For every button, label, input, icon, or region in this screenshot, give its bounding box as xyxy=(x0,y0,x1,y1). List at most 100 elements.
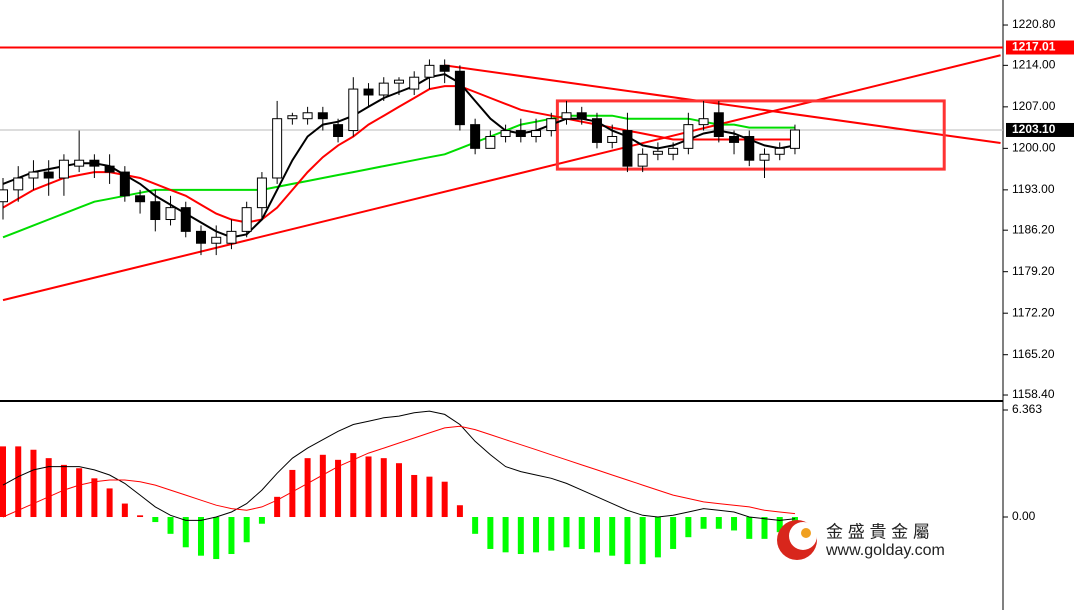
watermark-name: 金 盛 貴 金 屬 xyxy=(826,522,930,541)
y-tick-label: 6.363 xyxy=(1012,402,1042,416)
histogram-bar xyxy=(274,496,281,518)
candle-body xyxy=(713,112,724,137)
candle-body xyxy=(531,130,542,137)
histogram-bar xyxy=(228,517,235,555)
candle-body xyxy=(256,177,267,209)
candle-body xyxy=(378,82,389,96)
candle-body xyxy=(0,189,8,203)
y-tick-label: 1200.00 xyxy=(1012,141,1056,155)
y-tick-label: 1193.00 xyxy=(1012,182,1055,196)
macd-line xyxy=(2,410,796,521)
highlight-box xyxy=(555,99,946,171)
histogram-bar xyxy=(624,517,631,565)
candle-body xyxy=(317,112,328,120)
histogram-bar xyxy=(426,476,433,518)
candle-body xyxy=(652,150,663,155)
candle-body xyxy=(74,159,85,167)
price-marker-label: 1217.01 xyxy=(1012,40,1056,54)
candle-body xyxy=(28,171,39,179)
y-tick-label: 1207.00 xyxy=(1012,99,1056,113)
histogram-bar xyxy=(365,456,372,518)
histogram-bar xyxy=(715,517,722,529)
histogram-bar xyxy=(593,517,600,553)
histogram-bar xyxy=(411,474,418,518)
histogram-bar xyxy=(654,517,661,558)
candle-body xyxy=(500,130,511,137)
histogram-bar xyxy=(639,517,646,565)
candle-body xyxy=(119,171,130,197)
histogram-bar xyxy=(197,517,204,556)
histogram-bar xyxy=(319,454,326,518)
histogram-bar xyxy=(91,478,98,518)
histogram-bar xyxy=(609,517,616,556)
candle-body xyxy=(13,177,24,191)
y-tick-label: 1165.20 xyxy=(1012,347,1055,361)
candle-body xyxy=(195,230,206,244)
histogram-bar xyxy=(578,517,585,549)
candle-body xyxy=(211,236,222,244)
y-tick-label: 1179.20 xyxy=(1012,264,1055,278)
histogram-bar xyxy=(776,517,783,533)
candle-body xyxy=(409,76,420,90)
candle-body xyxy=(393,79,404,84)
histogram-bar xyxy=(441,481,448,518)
histogram-bar xyxy=(106,488,113,518)
candle-body xyxy=(683,124,694,149)
histogram-bar xyxy=(243,517,250,543)
histogram-bar xyxy=(45,458,52,518)
price-marker-label: 1203.10 xyxy=(1012,122,1056,136)
candle-body xyxy=(470,124,481,149)
candle-body xyxy=(180,207,191,232)
candle-body xyxy=(43,171,54,179)
histogram-bar xyxy=(167,517,174,534)
macd-line xyxy=(2,425,796,518)
histogram-bar xyxy=(395,463,402,518)
watermark-url: www.golday.com xyxy=(825,542,945,559)
candle-body xyxy=(515,130,526,137)
candle-body xyxy=(226,230,237,244)
candle-body xyxy=(287,115,298,120)
histogram-bar xyxy=(137,515,144,518)
price-marker-bg xyxy=(1006,40,1074,55)
candle-body xyxy=(759,153,770,161)
candle-body xyxy=(698,118,709,126)
candle-body xyxy=(637,153,648,167)
y-tick-label: 1186.20 xyxy=(1012,222,1055,236)
trendline xyxy=(444,64,1001,145)
candle-body xyxy=(546,118,557,132)
candle-body xyxy=(668,147,679,155)
candle-body xyxy=(789,129,800,149)
histogram-bar xyxy=(502,517,509,553)
histogram-bar xyxy=(304,458,311,518)
watermark: 金 盛 貴 金 屬 www.golday.com xyxy=(777,520,945,560)
candle-body xyxy=(774,147,785,155)
candle-body xyxy=(363,88,374,96)
histogram-bar xyxy=(731,517,738,531)
candle-body xyxy=(424,64,435,78)
candle-body xyxy=(165,207,176,221)
histogram-bar xyxy=(335,459,342,518)
histogram-bar xyxy=(746,517,753,539)
histogram-bar xyxy=(472,517,479,534)
price-marker-bg xyxy=(1006,122,1074,137)
histogram-bar xyxy=(685,517,692,538)
candle-body xyxy=(454,70,465,126)
y-tick-label: 1172.20 xyxy=(1012,305,1055,319)
y-tick-label: 0.00 xyxy=(1012,509,1036,523)
logo-dot xyxy=(801,528,811,538)
candle-body xyxy=(439,64,450,72)
histogram-bar xyxy=(700,517,707,529)
moving-average xyxy=(2,114,795,239)
candle-body xyxy=(58,159,69,179)
histogram-bar xyxy=(76,468,83,518)
price-pane: 1220.80 1214.00 1207.00 1200.00 1193.00 1186.… xyxy=(0,17,1074,401)
y-tick-label: 1214.00 xyxy=(1012,58,1056,72)
candle-body xyxy=(333,124,344,137)
histogram-bar xyxy=(456,505,463,518)
histogram-bar xyxy=(0,446,6,518)
histogram-bar xyxy=(670,517,677,549)
candle-body xyxy=(241,207,252,232)
candle-body xyxy=(576,112,587,120)
histogram-bar xyxy=(350,453,357,518)
histogram-bar xyxy=(761,517,768,539)
